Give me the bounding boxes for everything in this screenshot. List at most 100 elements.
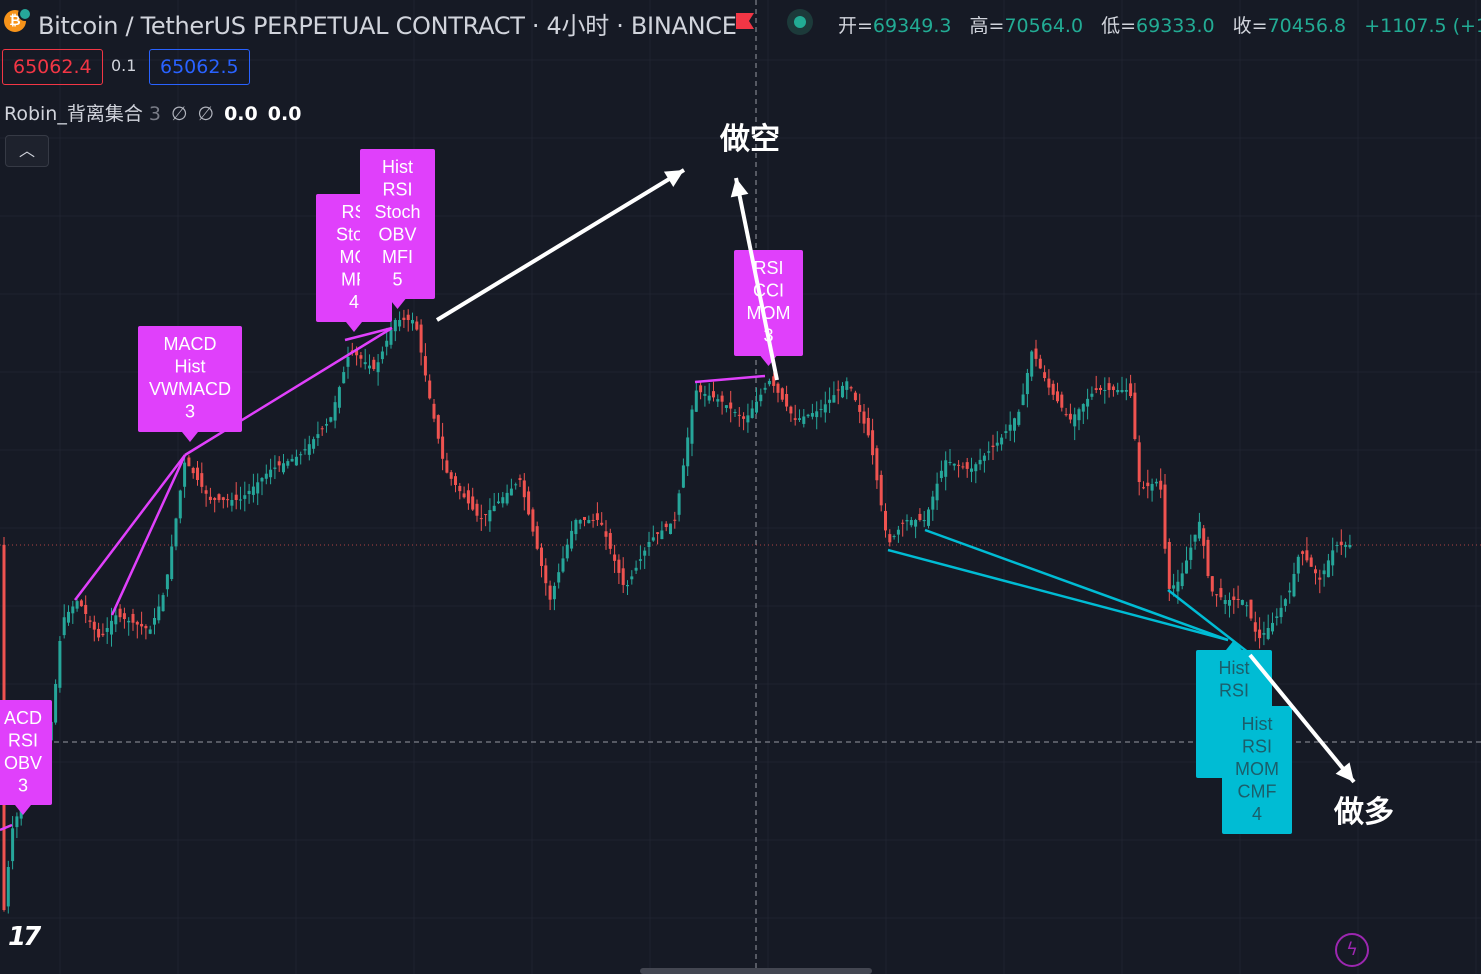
ohlc-readout: 开=69349.3 高=70564.0 低=69333.0 收=70456.8 … — [838, 11, 1481, 38]
candle-body — [617, 559, 621, 573]
low-label: 低= — [1101, 15, 1137, 37]
candle-body — [135, 621, 139, 625]
bearish-label-text: OBV — [4, 753, 42, 773]
candle-body — [1288, 590, 1292, 593]
bearish-label-text: Hist — [382, 157, 413, 177]
candle-body — [613, 554, 617, 561]
indicator-legend[interactable]: Robin_背离集合 3 ∅ ∅ 0.0 0.0 — [4, 99, 301, 126]
candle-body — [548, 585, 552, 600]
candle-body — [1081, 404, 1085, 412]
candle-body — [101, 633, 105, 636]
candle-body — [368, 365, 371, 369]
candle-body — [286, 461, 290, 466]
candle-body — [183, 462, 187, 487]
collapse-legend-button[interactable]: ︿ — [5, 135, 49, 167]
bullish-label-text: 4 — [1252, 804, 1262, 824]
candle-body — [475, 503, 479, 516]
candle-body — [767, 380, 771, 385]
bullish-label-text: RSI — [1219, 681, 1249, 701]
candle-body — [1197, 521, 1201, 539]
candle-body — [1021, 394, 1025, 406]
candle-body — [1094, 388, 1098, 390]
bearish-divergence-label — [0, 700, 52, 805]
candle-body — [634, 567, 638, 571]
candle-body — [1326, 560, 1330, 578]
candle-body — [191, 467, 195, 474]
candle-body — [1172, 585, 1176, 589]
tradingview-logo-icon[interactable]: 17 — [8, 922, 41, 952]
candle-body — [1335, 545, 1339, 546]
candle-body — [445, 460, 449, 473]
candle-body — [501, 497, 505, 504]
candle-body — [712, 391, 715, 398]
candle-body — [1163, 484, 1167, 549]
candle-body — [759, 394, 763, 402]
symbol-title[interactable]: Bitcoin / TetherUS PERPETUAL CONTRACT · … — [38, 12, 737, 40]
candle-body — [187, 457, 191, 467]
candle-body — [716, 399, 720, 402]
candle-body — [165, 574, 169, 590]
candle-body — [492, 505, 496, 512]
candle-body — [1090, 393, 1094, 397]
candle-body — [15, 816, 19, 828]
candle-body — [148, 629, 152, 634]
candle-body — [995, 442, 999, 446]
candle-body — [122, 613, 126, 620]
candle-body — [1111, 386, 1115, 390]
bearish-label-text: 4 — [349, 292, 359, 312]
candle-body — [1339, 541, 1343, 545]
candle-body — [282, 463, 285, 473]
candle-body — [251, 486, 255, 495]
bearish-label-text: Hist — [175, 357, 206, 377]
candle-body — [436, 415, 440, 439]
bearish-label-pointer — [15, 805, 31, 815]
candle-body — [570, 530, 574, 549]
time-scrollbar[interactable] — [640, 968, 872, 974]
candle-body — [853, 392, 857, 401]
candle-body — [720, 395, 724, 402]
candle-body — [67, 611, 70, 623]
buy-button[interactable]: 65062.5 — [149, 49, 250, 85]
indicator-name[interactable]: Robin_背离集合 — [4, 103, 143, 125]
candle-body — [785, 394, 789, 407]
candle-body — [114, 615, 118, 625]
sell-button[interactable]: 65062.4 — [2, 49, 103, 85]
candle-body — [1013, 418, 1016, 431]
open-label: 开= — [838, 15, 873, 37]
lightning-icon[interactable]: ϟ — [1335, 933, 1369, 967]
candle-body — [987, 451, 991, 453]
candle-body — [1232, 596, 1236, 600]
candle-body — [1017, 411, 1021, 425]
long-arrow-head — [1335, 762, 1354, 782]
candle-body — [1202, 528, 1206, 546]
candle-body — [1348, 545, 1352, 548]
candle-body — [871, 430, 875, 456]
bearish-label-pointer — [346, 322, 362, 332]
candle-body — [1305, 550, 1309, 561]
bullish-label-text: Hist — [1242, 714, 1273, 734]
candle-body — [466, 490, 470, 504]
candle-body — [488, 510, 492, 522]
candle-body — [1120, 390, 1124, 393]
low-value: 69333.0 — [1136, 15, 1215, 37]
candle-body — [643, 550, 647, 556]
candle-body — [1189, 547, 1193, 560]
candle-body — [127, 620, 131, 623]
candle-body — [277, 461, 281, 466]
candle-body — [888, 534, 892, 543]
candle-body — [862, 411, 866, 424]
candle-body — [1322, 570, 1326, 575]
flag-icon[interactable] — [736, 13, 754, 29]
candle-body — [1129, 383, 1133, 396]
candle-body — [221, 497, 225, 500]
candle-body — [118, 608, 122, 618]
bearish-label-text: RSI — [8, 731, 38, 751]
candle-body — [380, 351, 384, 360]
candle-body — [892, 536, 896, 538]
candle-body — [376, 362, 380, 373]
candle-body — [798, 418, 801, 420]
candle-body — [398, 320, 402, 327]
candle-body — [931, 496, 935, 510]
candle-body — [677, 493, 681, 515]
